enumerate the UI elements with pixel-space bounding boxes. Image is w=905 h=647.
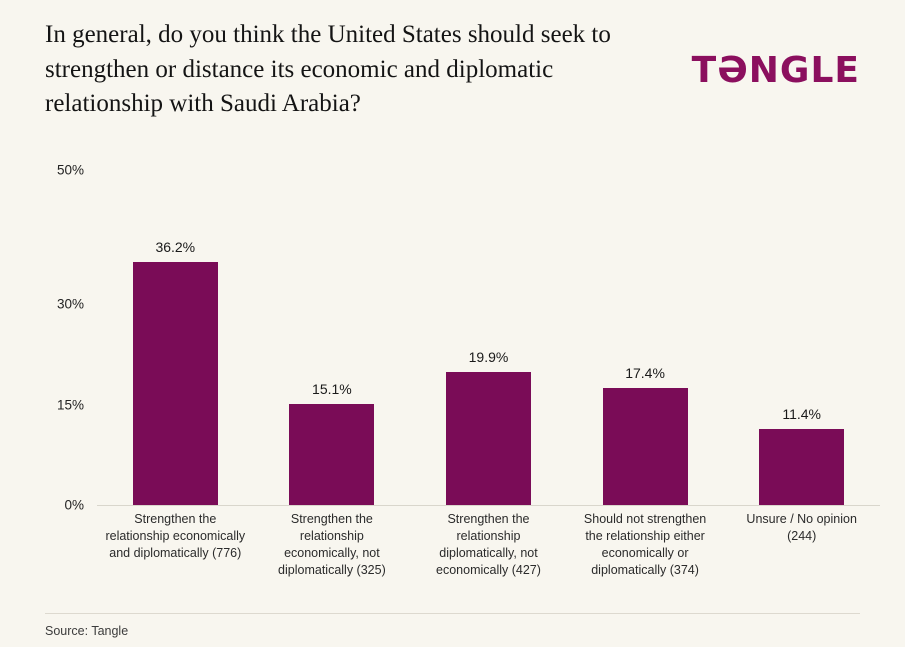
category-label: Strengthen the relationship economically… [278,512,386,577]
bar-group: 11.4% [723,170,880,505]
categories-row: Strengthen the relationship economically… [97,511,880,579]
y-axis: 0% 15% 30% 50% [38,163,90,513]
y-tick-label: 30% [56,296,84,312]
bar-value-label: 11.4% [782,405,821,422]
bar [759,428,845,505]
bar-group: 17.4% [567,170,724,505]
plot-area: 36.2% 15.1% 19.9% 17.4% 11.4% [97,170,880,506]
bar [132,262,218,505]
y-tick-label: 50% [56,162,84,178]
y-tick-label: 0% [64,497,84,513]
bar-value-label: 19.9% [468,348,509,365]
bar [445,371,531,505]
bar-value-label: 17.4% [625,365,665,382]
chart-title: In general, do you think the United Stat… [45,21,611,117]
category-label: Unsure / No opinion (244) [746,512,857,543]
bar-value-label: 15.1% [312,380,352,397]
y-tick-label: 15% [56,397,84,412]
category-label: Strengthen the relationship economically… [105,512,246,560]
tangle-logo: TƏNGLE [691,50,860,91]
source-text: Source: Tangle [45,624,129,638]
footer-divider [45,613,860,614]
bar [289,403,375,505]
category-label: Should not strengthen the relationship e… [583,512,707,577]
bar-group: 36.2% [97,170,254,505]
category-label: Strengthen the relationship diplomatical… [436,512,541,577]
bars-row: 36.2% 15.1% 19.9% 17.4% 11.4% [97,170,880,505]
bar-group: 15.1% [254,170,411,505]
bar [602,388,688,505]
bar-group: 19.9% [410,170,567,505]
bar-value-label: 36.2% [155,239,196,256]
